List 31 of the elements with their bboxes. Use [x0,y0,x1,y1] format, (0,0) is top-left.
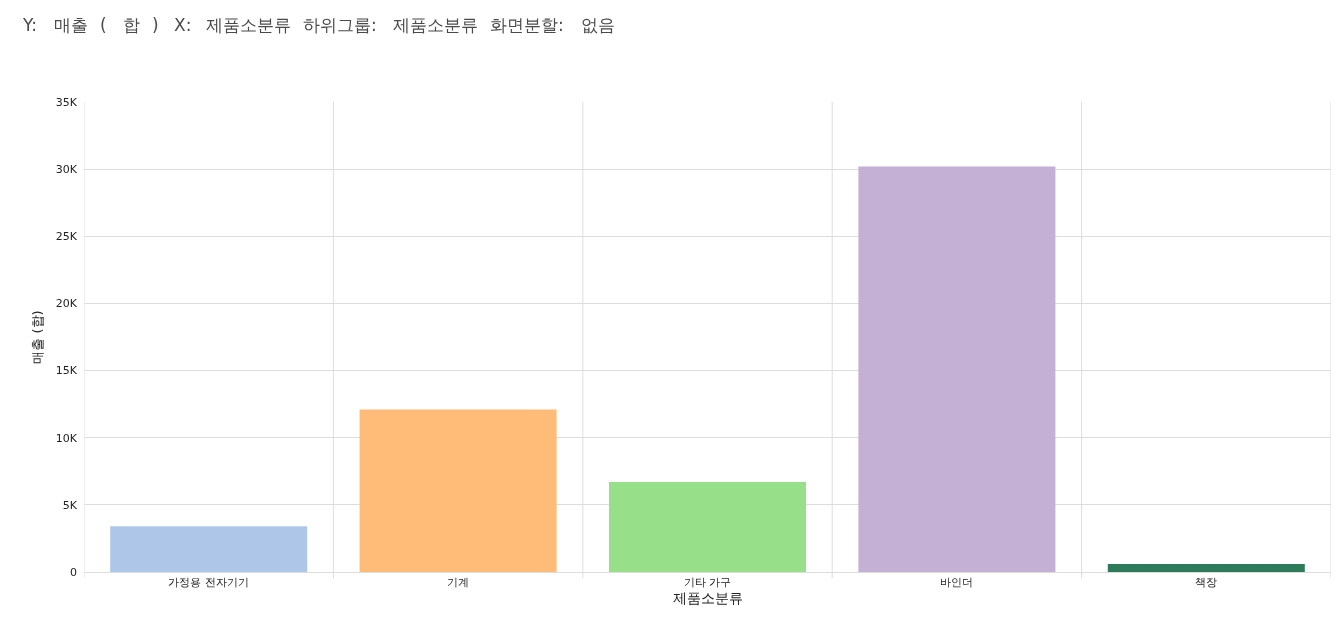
text: 없음 [581,15,615,35]
y-tick-label: 10K [55,431,78,445]
bar [608,482,807,572]
text: Y: [22,15,37,35]
y-tick-label: 30K [55,162,78,176]
x-axis-title: 제품소분류 [672,589,743,606]
y-tick-label: 0 [70,565,77,579]
bar [110,526,308,572]
text: 제품소분류 [393,15,478,35]
y-tick-label: 25K [55,230,78,244]
text: 하위그룹: [303,15,377,35]
text: 매출 [54,15,88,35]
text: ( [100,15,107,35]
y-tick-label: 5K [62,498,78,512]
bar [1107,563,1305,572]
text: 제품소분류 [206,15,291,35]
bar [359,409,557,572]
x-tick-label: 기타 가구 [683,576,732,590]
text: ) [152,15,159,35]
x-tick-label: 책장 [1195,576,1218,590]
text: 화면분할: [490,15,564,35]
y-tick-label: 35K [55,95,78,109]
text: X: [174,15,192,35]
y-tick-label: 15K [55,364,78,378]
y-tick-label: 20K [55,297,78,311]
x-tick-label: 가정용 전자기기 [168,576,249,590]
bar [858,166,1056,572]
x-tick-label: 바인더 [940,576,974,590]
y-axis-title: 매출 (합) [29,310,45,364]
text: 합 [123,15,140,35]
x-tick-label: 기계 [447,576,470,590]
